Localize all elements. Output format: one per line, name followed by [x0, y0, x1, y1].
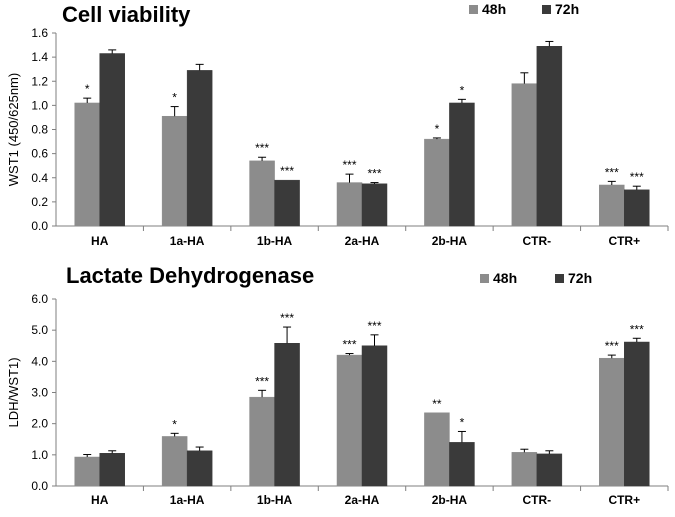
bar-48h	[161, 436, 188, 487]
legend-label-72h: 72h	[568, 270, 592, 286]
y-tick-label: 1.4	[31, 50, 48, 64]
significance-label: ***	[342, 338, 356, 352]
legend-label-48h: 48h	[482, 1, 506, 17]
bar-72h	[186, 450, 213, 487]
significance-label: ***	[605, 165, 619, 179]
legend-swatch-48h	[469, 5, 478, 14]
chart-2: Lactate Dehydrogenase LDH/WST1) 0.0 1.0 2.0 3…	[6, 263, 669, 507]
x-category-label: CTR+	[608, 493, 640, 507]
bar-48h	[249, 396, 275, 487]
chart-1: Cell viability WST1 (450/625nm) 0.0 0.2 0.4 0…	[6, 1, 669, 248]
x-category-label: 2a-HA	[345, 234, 380, 248]
significance-label: ***	[630, 322, 644, 336]
x-category-label: CTR+	[608, 234, 640, 248]
bar-48h	[336, 354, 363, 487]
bar-48h	[599, 357, 625, 487]
legend-label-48h: 48h	[493, 270, 517, 286]
bar-72h	[99, 453, 125, 487]
bar-48h	[599, 184, 625, 227]
significance-label: ***	[280, 164, 294, 178]
bar-72h	[536, 453, 563, 487]
significance-label: *	[435, 122, 440, 136]
legend-swatch-72h	[555, 274, 564, 283]
y-tick-label: 0.6	[31, 147, 48, 161]
bar-72h	[274, 343, 300, 487]
x-category-label: 2b-HA	[432, 234, 468, 248]
y-axis-label: WST1 (450/625nm)	[6, 73, 21, 186]
x-category-label: HA	[91, 234, 109, 248]
legend-swatch-48h	[480, 274, 489, 283]
significance-label: *	[460, 83, 465, 97]
x-category-label: 1b-HA	[257, 493, 293, 507]
x-category-label: HA	[91, 493, 109, 507]
bar-48h	[336, 182, 363, 227]
significance-label: ***	[255, 141, 269, 155]
significance-label: **	[432, 397, 442, 411]
bar-72h	[624, 341, 650, 487]
significance-label: *	[460, 415, 465, 429]
bar-48h	[424, 138, 450, 227]
bar-48h	[424, 412, 450, 487]
legend-swatch-72h	[542, 5, 551, 14]
bar-48h	[511, 83, 538, 227]
bar-48h	[74, 456, 100, 487]
significance-label: *	[85, 82, 90, 96]
bar-72h	[449, 102, 475, 227]
y-tick-label: 2.0	[31, 417, 48, 431]
significance-label: ***	[280, 311, 294, 325]
y-tick-label: 0.4	[31, 171, 48, 185]
y-axis-label: LDH/WST1)	[6, 357, 21, 427]
x-category-label: 1b-HA	[257, 234, 293, 248]
bar-72h	[186, 70, 213, 227]
significance-label: *	[172, 91, 177, 105]
y-tick-label: 0.0	[31, 479, 48, 493]
significance-label: ***	[605, 339, 619, 353]
bar-72h	[449, 442, 475, 487]
x-category-label: CTR-	[523, 234, 552, 248]
bar-72h	[274, 179, 300, 227]
y-tick-label: 1.6	[31, 26, 48, 40]
legend-label-72h: 72h	[555, 1, 579, 17]
bar-72h	[99, 53, 125, 227]
chart-title: Cell viability	[62, 2, 191, 27]
significance-label: ***	[367, 319, 381, 333]
significance-label: ***	[630, 170, 644, 184]
y-tick-label: 0.2	[31, 195, 48, 209]
bar-72h	[361, 183, 388, 227]
bar-48h	[74, 102, 100, 227]
bar-72h	[624, 189, 650, 227]
significance-label: ***	[367, 167, 381, 181]
y-tick-label: 5.0	[31, 323, 48, 337]
x-category-label: 1a-HA	[170, 234, 205, 248]
bar-48h	[161, 115, 188, 227]
y-tick-label: 1.0	[31, 448, 48, 462]
y-tick-label: 6.0	[31, 292, 48, 306]
x-category-label: 2a-HA	[345, 493, 380, 507]
y-tick-label: 1.2	[31, 74, 48, 88]
y-tick-label: 1.0	[31, 98, 48, 112]
x-category-label: 1a-HA	[170, 493, 205, 507]
y-tick-label: 0.0	[31, 219, 48, 233]
chart-title: Lactate Dehydrogenase	[66, 263, 314, 288]
bar-72h	[361, 345, 388, 487]
significance-label: ***	[342, 158, 356, 172]
significance-label: *	[172, 417, 177, 431]
y-tick-label: 3.0	[31, 386, 48, 400]
y-tick-label: 4.0	[31, 354, 48, 368]
x-category-label: 2b-HA	[432, 493, 468, 507]
bar-48h	[249, 160, 275, 227]
y-tick-label: 0.8	[31, 123, 48, 137]
bar-72h	[536, 46, 563, 227]
x-category-label: CTR-	[523, 493, 552, 507]
bar-48h	[511, 452, 538, 487]
significance-label: ***	[255, 374, 269, 388]
